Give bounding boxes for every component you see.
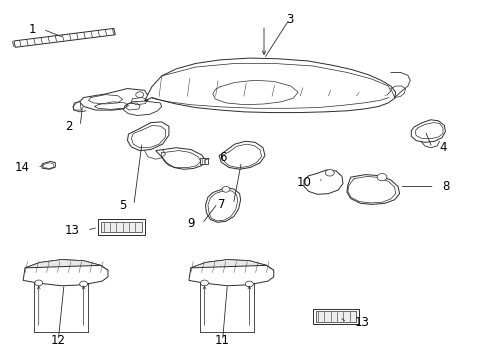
Polygon shape bbox=[25, 260, 101, 276]
Circle shape bbox=[200, 280, 208, 286]
Text: 5: 5 bbox=[119, 199, 126, 212]
Polygon shape bbox=[410, 120, 445, 142]
Polygon shape bbox=[74, 102, 81, 110]
Text: 1: 1 bbox=[28, 23, 36, 36]
Circle shape bbox=[325, 170, 333, 176]
Polygon shape bbox=[14, 28, 115, 47]
Circle shape bbox=[222, 186, 229, 192]
Polygon shape bbox=[98, 220, 144, 234]
Text: 13: 13 bbox=[65, 224, 80, 237]
Text: 6: 6 bbox=[219, 151, 226, 164]
Circle shape bbox=[35, 280, 42, 286]
Text: 4: 4 bbox=[439, 141, 446, 154]
Circle shape bbox=[376, 174, 386, 181]
Circle shape bbox=[136, 92, 143, 98]
Polygon shape bbox=[80, 89, 149, 110]
Text: 11: 11 bbox=[215, 334, 229, 347]
Polygon shape bbox=[304, 170, 342, 194]
Polygon shape bbox=[190, 260, 266, 276]
Circle shape bbox=[245, 281, 253, 287]
Text: 14: 14 bbox=[15, 161, 30, 174]
Polygon shape bbox=[188, 265, 273, 286]
Circle shape bbox=[80, 281, 87, 287]
Polygon shape bbox=[42, 161, 55, 169]
Text: 3: 3 bbox=[285, 13, 292, 26]
Polygon shape bbox=[25, 260, 108, 278]
Polygon shape bbox=[144, 58, 395, 113]
Polygon shape bbox=[156, 148, 205, 169]
Text: 12: 12 bbox=[51, 334, 65, 347]
Polygon shape bbox=[123, 101, 161, 116]
Polygon shape bbox=[127, 122, 168, 150]
Polygon shape bbox=[205, 188, 240, 222]
Polygon shape bbox=[23, 265, 108, 286]
Text: 10: 10 bbox=[296, 176, 311, 189]
Polygon shape bbox=[315, 311, 355, 322]
Text: 7: 7 bbox=[218, 198, 225, 211]
Polygon shape bbox=[346, 175, 399, 204]
Polygon shape bbox=[312, 309, 358, 324]
Text: 2: 2 bbox=[65, 120, 73, 133]
Polygon shape bbox=[199, 158, 207, 164]
Polygon shape bbox=[101, 222, 142, 232]
Text: 8: 8 bbox=[441, 180, 448, 193]
Text: 9: 9 bbox=[187, 217, 194, 230]
Text: 13: 13 bbox=[353, 316, 368, 329]
Polygon shape bbox=[190, 260, 273, 278]
Polygon shape bbox=[219, 141, 264, 169]
